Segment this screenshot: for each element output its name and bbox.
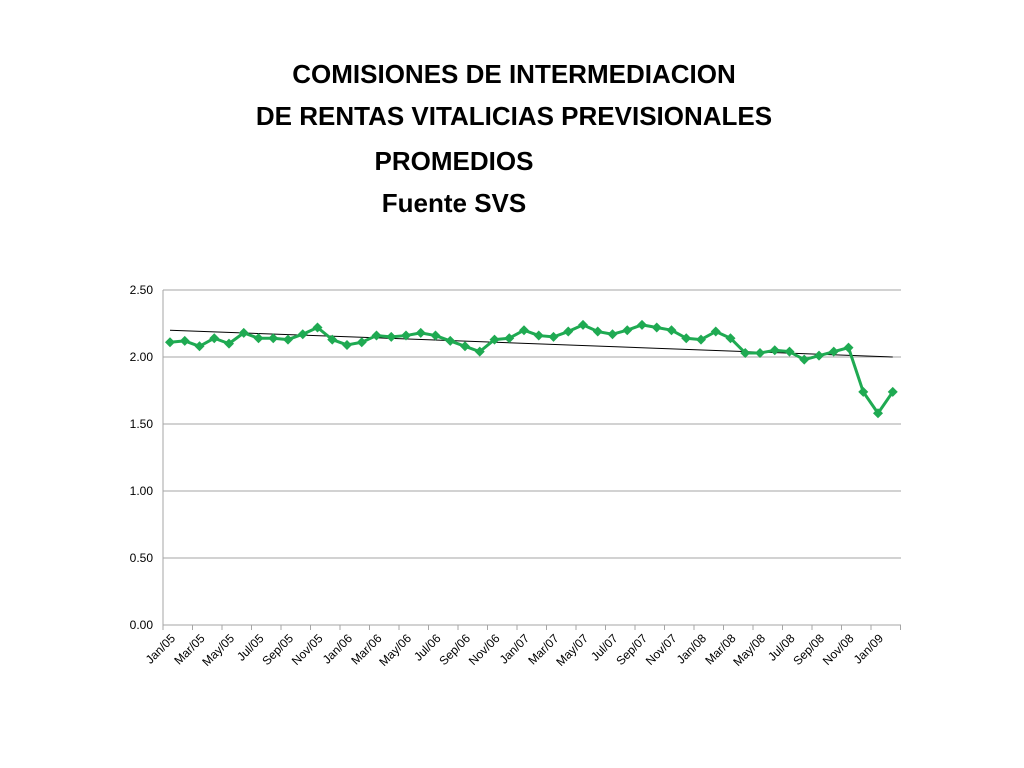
- x-tick-label: Jan/06: [320, 631, 356, 667]
- data-point-marker: [371, 330, 382, 341]
- data-point-marker: [312, 322, 323, 333]
- grid-lines: [163, 289, 901, 626]
- x-tick-label: Nov/05: [289, 631, 326, 668]
- x-tick-label: Sep/05: [259, 631, 296, 668]
- data-point-marker: [194, 341, 205, 352]
- x-tick-label: May/06: [376, 631, 414, 669]
- x-tick-label: Nov/08: [820, 631, 857, 668]
- data-point-marker: [814, 350, 824, 361]
- x-tick-label: Jan/08: [674, 631, 710, 667]
- x-tick-label: Jan/09: [851, 631, 887, 667]
- x-tick-label: Nov/06: [466, 631, 503, 668]
- data-point-marker: [519, 325, 529, 336]
- data-point-marker: [740, 347, 751, 358]
- chart-title-line-1: COMISIONES DE INTERMEDIACION: [292, 59, 736, 89]
- y-tick-label: 1.00: [130, 484, 154, 498]
- data-point-marker: [533, 330, 544, 341]
- y-tick-label: 1.50: [130, 417, 154, 431]
- data-point-marker: [415, 327, 426, 338]
- data-point-marker: [607, 329, 618, 340]
- data-point-marker: [224, 338, 234, 349]
- data-point-marker: [843, 342, 854, 353]
- data-point-marker: [725, 333, 736, 344]
- data-point-marker: [430, 330, 441, 341]
- data-point-marker: [710, 326, 721, 337]
- data-point-marker: [784, 346, 795, 357]
- data-point-marker: [578, 319, 588, 330]
- data-point-marker: [474, 346, 485, 357]
- data-point-marker: [858, 386, 869, 397]
- axes: [162, 290, 901, 630]
- x-tick-label: Jan/05: [143, 631, 179, 667]
- x-tick-label: Sep/08: [790, 631, 827, 668]
- data-point-marker: [445, 335, 456, 346]
- data-point-marker: [238, 327, 249, 338]
- x-tick-label: Sep/07: [613, 631, 650, 668]
- data-point-marker: [253, 333, 264, 344]
- series-line: [169, 323, 894, 415]
- chart-title-block: COMISIONES DE INTERMEDIACION DE RENTAS V…: [0, 0, 1024, 240]
- data-point-marker: [873, 408, 883, 419]
- data-point-marker: [666, 325, 677, 336]
- data-point-marker: [283, 334, 293, 345]
- data-point-marker: [489, 334, 500, 345]
- y-tick-label: 0.00: [130, 618, 154, 632]
- data-point-marker: [401, 330, 411, 341]
- data-point-marker: [887, 386, 898, 397]
- data-point-marker: [799, 354, 810, 365]
- x-tick-label: May/07: [553, 631, 591, 669]
- data-point-marker: [356, 337, 367, 348]
- chart-source-label: Fuente SVS: [381, 188, 527, 218]
- data-point-marker: [651, 322, 662, 333]
- x-tick-label: Nov/07: [643, 631, 680, 668]
- x-axis-tick-labels: Jan/05Mar/05May/05Jul/05Sep/05Nov/05Jan/…: [143, 631, 887, 669]
- data-point-marker: [769, 345, 780, 356]
- data-point-marker: [828, 346, 839, 357]
- x-tick-label: Sep/06: [436, 631, 473, 668]
- data-point-marker: [548, 331, 559, 342]
- chart-title-line-2: DE RENTAS VITALICIAS PREVISIONALES: [255, 101, 773, 131]
- data-point-marker: [696, 334, 706, 345]
- data-point-marker: [268, 333, 279, 344]
- data-point-marker: [165, 337, 175, 348]
- data-point-marker: [622, 325, 633, 336]
- data-point-marker: [342, 339, 352, 350]
- data-point-marker: [179, 335, 190, 346]
- data-point-marker: [460, 341, 470, 352]
- y-tick-label: 0.50: [130, 551, 154, 565]
- data-point-marker: [386, 331, 397, 342]
- x-tick-label: May/08: [730, 631, 768, 669]
- y-tick-label: 2.50: [130, 283, 154, 297]
- data-point-marker: [209, 333, 220, 344]
- series-commissions: [165, 319, 898, 419]
- chart-subtitle-promedios: PROMEDIOS: [374, 146, 534, 176]
- y-tick-label: 2.00: [130, 350, 154, 364]
- data-point-marker: [637, 319, 647, 330]
- data-point-marker: [755, 347, 765, 358]
- data-point-marker: [327, 334, 338, 345]
- y-axis-tick-labels: 0.00 0.50 1.00 1.50 2.00 2.50: [130, 283, 154, 632]
- data-point-marker: [592, 326, 603, 337]
- data-point-marker: [297, 329, 308, 340]
- x-tick-label: Jan/07: [497, 631, 533, 667]
- data-point-marker: [504, 333, 515, 344]
- x-tick-label: May/05: [199, 631, 237, 669]
- data-point-marker: [563, 326, 574, 337]
- data-point-marker: [681, 333, 692, 344]
